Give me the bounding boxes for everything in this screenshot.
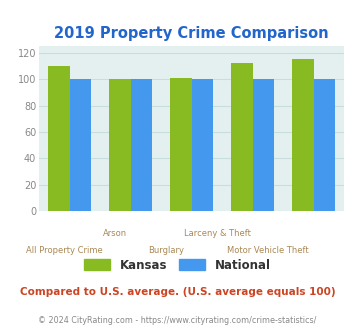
Bar xyxy=(293,59,314,211)
Legend: Kansas, National: Kansas, National xyxy=(81,255,274,275)
Text: Burglary: Burglary xyxy=(148,246,184,255)
Bar xyxy=(170,78,192,211)
Text: © 2024 CityRating.com - https://www.cityrating.com/crime-statistics/: © 2024 CityRating.com - https://www.city… xyxy=(38,315,317,325)
Text: Arson: Arson xyxy=(103,229,127,238)
Bar xyxy=(231,63,253,211)
Bar xyxy=(192,79,213,211)
Bar xyxy=(48,66,70,211)
Bar xyxy=(70,79,91,211)
Bar xyxy=(109,79,131,211)
Bar xyxy=(131,79,152,211)
Bar xyxy=(253,79,274,211)
Text: Motor Vehicle Theft: Motor Vehicle Theft xyxy=(227,246,309,255)
Text: Larceny & Theft: Larceny & Theft xyxy=(184,229,251,238)
Text: Compared to U.S. average. (U.S. average equals 100): Compared to U.S. average. (U.S. average … xyxy=(20,287,335,297)
Text: All Property Crime: All Property Crime xyxy=(26,246,103,255)
Bar xyxy=(314,79,335,211)
Title: 2019 Property Crime Comparison: 2019 Property Crime Comparison xyxy=(54,26,329,41)
